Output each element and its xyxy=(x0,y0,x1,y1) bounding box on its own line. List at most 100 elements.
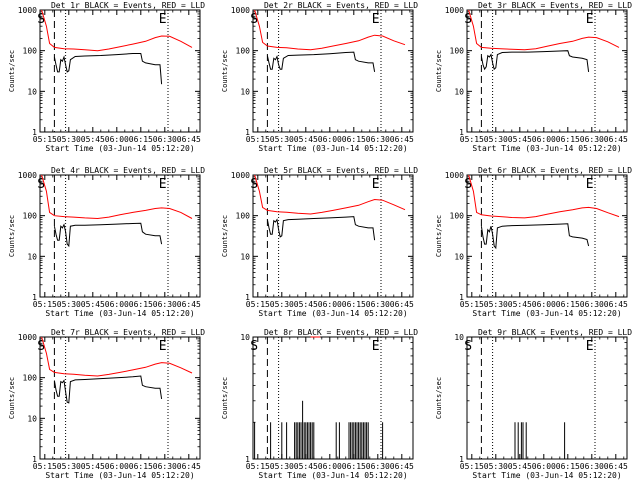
x-tick-label: 05:45 xyxy=(81,135,105,144)
y-tick-label: 100 xyxy=(23,47,38,56)
x-tick-label: 06:15 xyxy=(342,135,366,144)
y-tick-label: 100 xyxy=(450,212,465,221)
x-tick-label: 06:00 xyxy=(105,300,129,309)
x-axis-label: Start Time (03-Jun-14 05:12:20) xyxy=(472,144,621,153)
y-axis-label: Counts/sec xyxy=(221,50,229,92)
series-lld xyxy=(41,9,193,52)
y-tick-label: 1 xyxy=(459,128,464,137)
y-axis-label: Counts/sec xyxy=(221,215,229,257)
x-tick-label: 05:15 xyxy=(460,300,484,309)
x-tick-label: 06:15 xyxy=(342,300,366,309)
x-tick-label: 05:30 xyxy=(270,462,294,471)
y-tick-label: 1 xyxy=(32,455,37,464)
y-tick-label: 1000 xyxy=(445,171,464,180)
marker-e: E xyxy=(372,339,380,354)
x-tick-label: 06:30 xyxy=(580,300,604,309)
x-tick-label: 05:30 xyxy=(270,300,294,309)
plot-frame xyxy=(466,9,628,133)
y-tick-label: 10 xyxy=(240,87,250,96)
x-tick-label: 05:45 xyxy=(508,300,532,309)
x-axis-label: Start Time (03-Jun-14 05:12:20) xyxy=(258,471,407,480)
x-tick-label: 06:15 xyxy=(556,300,580,309)
x-tick-label: 06:00 xyxy=(318,300,342,309)
panel-8: Det 8r BLACK = Events, RED = LLD 1 10 05:15… xyxy=(221,328,418,480)
y-tick-label: 1000 xyxy=(18,333,37,342)
x-tick-label: 06:00 xyxy=(105,462,129,471)
x-tick-label: 06:00 xyxy=(318,135,342,144)
y-tick-label: 100 xyxy=(23,212,38,221)
x-tick-label: 05:30 xyxy=(484,462,508,471)
panel-2: Det 2r BLACK = Events, RED = LLD 1 10 100 10… xyxy=(221,1,418,153)
x-axis-label: Start Time (03-Jun-14 05:12:20) xyxy=(45,144,194,153)
x-tick-label: 05:45 xyxy=(81,300,105,309)
marker-e: E xyxy=(586,177,594,192)
y-axis-label: Counts/sec xyxy=(8,215,16,257)
x-tick-label: 06:00 xyxy=(532,462,556,471)
x-tick-label: 05:15 xyxy=(246,300,270,309)
series-events xyxy=(53,53,163,85)
panel-title: Det 5r BLACK = Events, RED = LLD xyxy=(264,166,418,175)
series-lld xyxy=(41,336,193,377)
x-tick-label: 06:15 xyxy=(129,135,153,144)
marker-s: S xyxy=(250,12,258,27)
x-tick-label: 06:30 xyxy=(153,135,177,144)
x-tick-label: 05:15 xyxy=(33,462,57,471)
y-tick-label: 1 xyxy=(245,455,250,464)
x-tick-label: 06:00 xyxy=(105,135,129,144)
y-tick-label: 10 xyxy=(240,333,250,342)
plot-frame xyxy=(466,174,628,298)
x-tick-label: 06:15 xyxy=(129,300,153,309)
y-tick-label: 100 xyxy=(236,47,251,56)
plot-frame xyxy=(39,9,201,133)
y-tick-label: 1 xyxy=(245,293,250,302)
marker-s: S xyxy=(250,339,258,354)
y-tick-label: 1000 xyxy=(231,171,250,180)
x-tick-label: 06:30 xyxy=(153,300,177,309)
x-tick-label: 05:45 xyxy=(81,462,105,471)
y-tick-label: 100 xyxy=(450,47,465,56)
x-tick-label: 06:45 xyxy=(604,300,628,309)
x-axis-label: Start Time (03-Jun-14 05:12:20) xyxy=(45,471,194,480)
x-tick-label: 06:30 xyxy=(580,462,604,471)
x-tick-label: 06:15 xyxy=(556,135,580,144)
marker-s: S xyxy=(37,339,45,354)
x-tick-label: 06:45 xyxy=(390,462,414,471)
x-tick-label: 06:15 xyxy=(129,462,153,471)
x-tick-label: 05:45 xyxy=(294,462,318,471)
panel-title: Det 6r BLACK = Events, RED = LLD xyxy=(478,166,632,175)
x-tick-label: 06:00 xyxy=(532,300,556,309)
x-tick-label: 05:30 xyxy=(484,135,508,144)
series-lld xyxy=(468,174,620,219)
x-tick-label: 05:30 xyxy=(57,300,81,309)
x-tick-label: 05:15 xyxy=(246,135,270,144)
y-tick-label: 1000 xyxy=(445,6,464,15)
panel-6: Det 6r BLACK = Events, RED = LLD 1 10 100 10… xyxy=(435,166,632,318)
x-tick-label: 05:45 xyxy=(508,462,532,471)
y-tick-label: 1 xyxy=(32,128,37,137)
x-axis-label: Start Time (03-Jun-14 05:12:20) xyxy=(472,309,621,318)
x-tick-label: 06:45 xyxy=(177,135,201,144)
x-tick-label: 05:45 xyxy=(294,135,318,144)
series-events xyxy=(266,216,376,241)
y-tick-label: 10 xyxy=(454,87,464,96)
y-axis-label: Counts/sec xyxy=(435,215,443,257)
marker-s: S xyxy=(250,177,258,192)
panel-1: Det 1r BLACK = Events, RED = LLD 1 10 100 10… xyxy=(8,1,205,153)
y-axis-label: Counts/sec xyxy=(435,50,443,92)
x-tick-label: 05:15 xyxy=(33,300,57,309)
marker-s: S xyxy=(37,12,45,27)
y-tick-label: 10 xyxy=(454,252,464,261)
y-axis-label: Counts/sec xyxy=(8,377,16,419)
x-tick-label: 06:15 xyxy=(342,462,366,471)
x-tick-label: 05:15 xyxy=(246,462,270,471)
panel-4: Det 4r BLACK = Events, RED = LLD 1 10 100 10… xyxy=(8,166,205,318)
series-lld xyxy=(254,174,406,215)
x-tick-label: 05:15 xyxy=(33,135,57,144)
x-tick-label: 05:30 xyxy=(57,462,81,471)
plot-frame xyxy=(252,174,414,298)
x-tick-label: 06:00 xyxy=(318,462,342,471)
x-tick-label: 06:15 xyxy=(556,462,580,471)
marker-e: E xyxy=(159,12,167,27)
y-tick-label: 10 xyxy=(27,87,37,96)
